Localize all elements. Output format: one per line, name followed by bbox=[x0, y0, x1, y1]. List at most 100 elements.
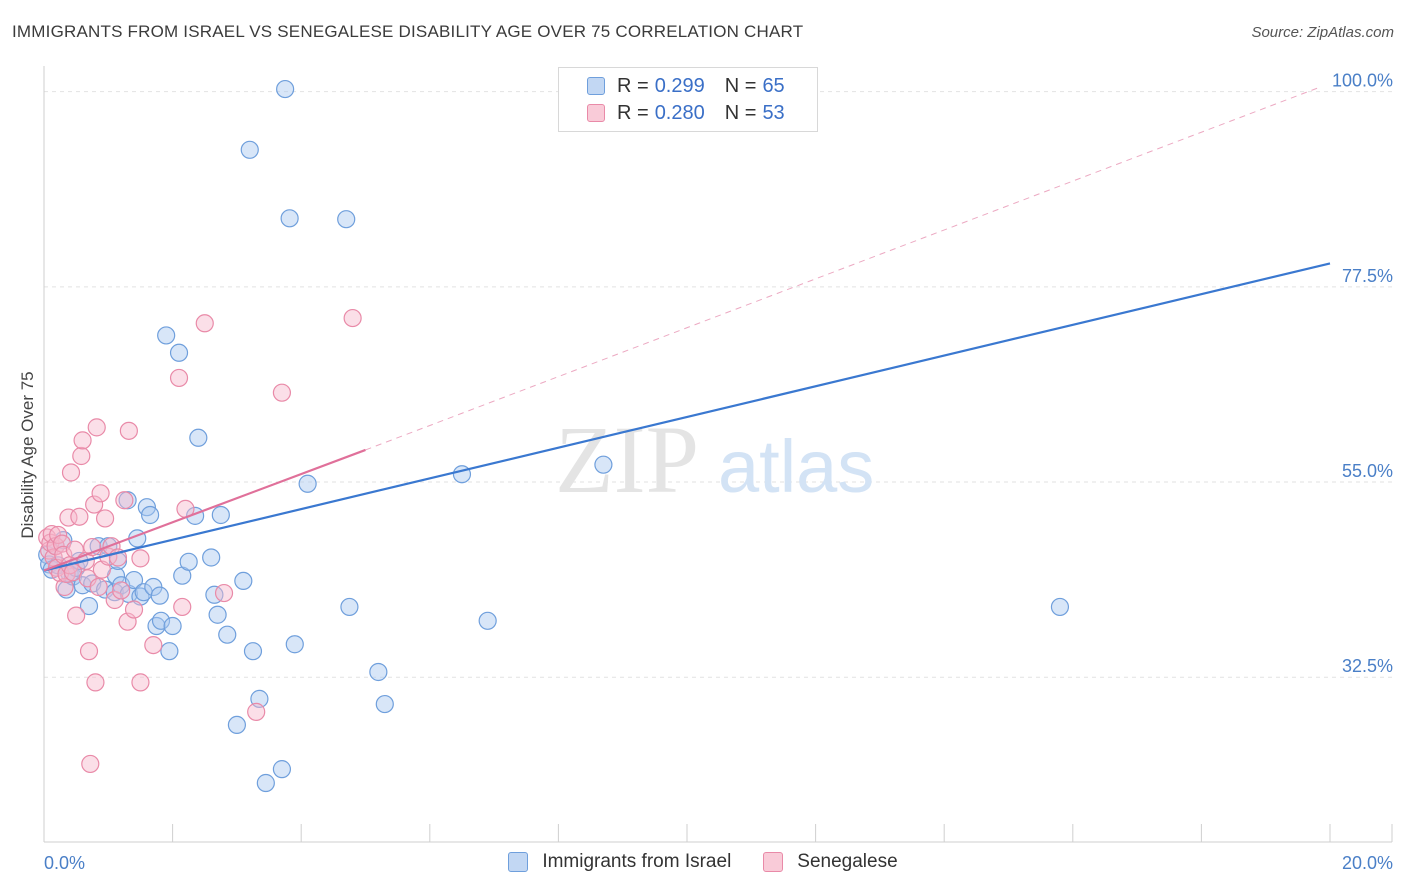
point-senegalese bbox=[70, 507, 89, 526]
point-senegalese bbox=[81, 754, 100, 774]
point-senegalese bbox=[169, 368, 189, 388]
legend-row-senegalese: R = 0.280 N = 53 bbox=[587, 100, 785, 126]
point-israel bbox=[234, 571, 253, 591]
point-israel bbox=[337, 210, 356, 229]
point-israel bbox=[189, 428, 208, 447]
point-senegalese bbox=[95, 509, 115, 528]
watermark-zip: ZIP bbox=[555, 406, 699, 513]
point-senegalese bbox=[115, 491, 134, 510]
legend-swatch-senegalese bbox=[587, 104, 605, 122]
point-senegalese bbox=[89, 577, 108, 597]
point-israel bbox=[240, 140, 259, 159]
legend-n-value: 65 bbox=[762, 74, 785, 97]
x-tick-label: 0.0% bbox=[44, 853, 85, 873]
point-senegalese bbox=[144, 635, 163, 655]
point-israel bbox=[1050, 597, 1070, 617]
point-senegalese bbox=[343, 308, 362, 328]
point-israel bbox=[124, 570, 144, 590]
point-senegalese bbox=[61, 463, 81, 482]
legend-r-label: R = bbox=[617, 74, 649, 97]
point-israel bbox=[285, 635, 304, 654]
source-label: Source: ZipAtlas.com bbox=[1251, 24, 1394, 41]
point-senegalese bbox=[85, 495, 104, 514]
point-israel bbox=[208, 605, 227, 624]
point-israel bbox=[140, 505, 160, 525]
point-israel bbox=[151, 611, 171, 630]
legend-swatch-israel bbox=[508, 852, 529, 872]
point-senegalese bbox=[173, 597, 192, 617]
watermark: ZIP atlas bbox=[555, 406, 874, 513]
legend-label-israel: Immigrants from Israel bbox=[542, 851, 732, 872]
y-axis-label: Disability Age Over 75 bbox=[18, 371, 37, 538]
point-senegalese bbox=[112, 581, 131, 600]
point-senegalese bbox=[91, 484, 110, 503]
tick-labels: 32.5% 55.0% 77.5% 100.0% 0.0% 20.0% bbox=[44, 71, 1393, 873]
point-senegalese bbox=[124, 600, 144, 619]
trend-line-senegalese bbox=[43, 448, 366, 572]
point-senegalese bbox=[49, 525, 68, 545]
point-israel bbox=[594, 455, 613, 474]
point-israel bbox=[272, 760, 292, 779]
point-israel bbox=[340, 597, 359, 617]
point-senegalese bbox=[247, 702, 266, 721]
point-israel bbox=[179, 552, 198, 571]
legend-swatch-senegalese bbox=[763, 852, 784, 872]
correlation-legend: R = 0.299 N = 65 R = 0.280 N = 53 bbox=[558, 67, 818, 132]
legend-item-senegalese[interactable]: Senegalese bbox=[763, 851, 898, 873]
point-israel bbox=[211, 505, 230, 525]
point-senegalese bbox=[131, 549, 150, 568]
legend-label-senegalese: Senegalese bbox=[797, 851, 898, 872]
trend-extension-senegalese bbox=[365, 87, 1318, 451]
point-israel bbox=[150, 586, 169, 605]
point-senegalese bbox=[272, 383, 292, 402]
y-tick-label: 32.5% bbox=[1342, 656, 1393, 676]
point-senegalese bbox=[87, 418, 106, 437]
point-israel bbox=[163, 616, 182, 636]
point-israel bbox=[369, 662, 388, 682]
legend-r-value: 0.280 bbox=[654, 101, 705, 124]
point-senegalese bbox=[72, 446, 91, 466]
point-israel bbox=[160, 642, 179, 661]
point-israel bbox=[218, 625, 237, 644]
legend-swatch-israel bbox=[587, 77, 605, 95]
legend-row-israel: R = 0.299 N = 65 bbox=[587, 73, 785, 99]
point-israel bbox=[478, 611, 497, 630]
point-israel bbox=[256, 773, 275, 793]
y-tick-label: 100.0% bbox=[1332, 71, 1393, 91]
legend-item-israel[interactable]: Immigrants from Israel bbox=[508, 851, 731, 873]
point-israel bbox=[169, 343, 189, 362]
watermark-atlas: atlas bbox=[718, 425, 874, 508]
axes bbox=[43, 66, 1393, 843]
y-tick-label: 55.0% bbox=[1342, 461, 1393, 481]
legend-n-label: N = bbox=[724, 101, 757, 124]
series-legend: Immigrants from Israel Senegalese bbox=[0, 851, 1406, 873]
point-israel bbox=[79, 596, 99, 616]
legend-r-value: 0.299 bbox=[654, 74, 705, 97]
chart-title: IMMIGRANTS FROM ISRAEL VS SENEGALESE DIS… bbox=[12, 22, 804, 41]
point-israel bbox=[276, 79, 295, 99]
gridlines bbox=[44, 91, 1392, 678]
point-senegalese bbox=[67, 606, 86, 625]
point-senegalese bbox=[79, 642, 99, 661]
point-senegalese bbox=[86, 673, 105, 692]
point-senegalese bbox=[214, 583, 234, 603]
point-israel bbox=[157, 326, 176, 345]
data-points bbox=[38, 79, 1070, 793]
legend-n-label: N = bbox=[724, 74, 757, 97]
point-senegalese bbox=[119, 421, 138, 440]
point-israel bbox=[375, 694, 394, 714]
point-senegalese bbox=[73, 431, 92, 450]
point-senegalese bbox=[195, 314, 214, 333]
point-israel bbox=[280, 209, 299, 228]
trend-line-israel bbox=[43, 262, 1331, 572]
point-senegalese bbox=[105, 590, 124, 610]
legend-n-value: 53 bbox=[762, 101, 785, 124]
trend-lines bbox=[43, 87, 1331, 572]
point-israel bbox=[227, 715, 246, 734]
point-israel bbox=[202, 548, 221, 567]
legend-r-label: R = bbox=[617, 101, 649, 124]
point-senegalese bbox=[131, 673, 150, 692]
point-israel bbox=[243, 642, 263, 661]
point-israel bbox=[298, 474, 317, 493]
